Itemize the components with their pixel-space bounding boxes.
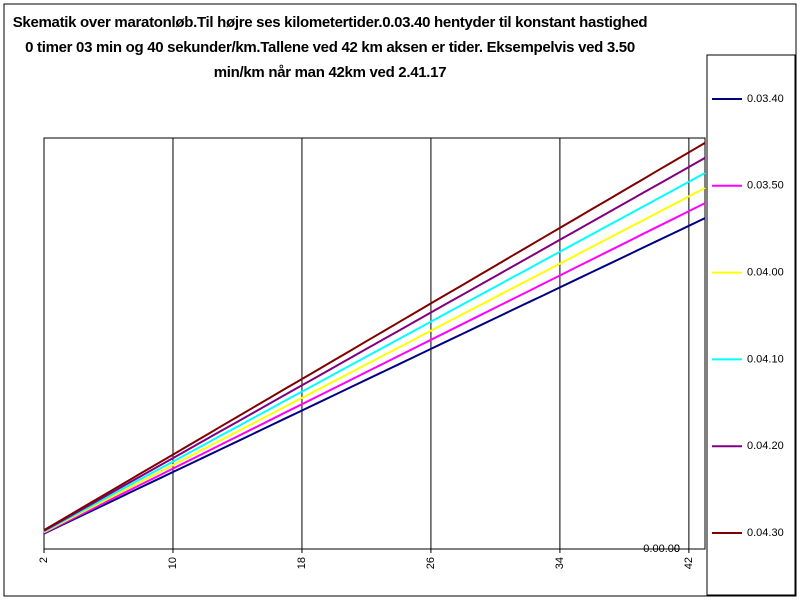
x-tick-label: 26 bbox=[425, 557, 437, 569]
data-line bbox=[43, 172, 706, 533]
x-tick-label: 10 bbox=[167, 557, 179, 569]
x-tick-label: 2 bbox=[38, 557, 50, 563]
data-line bbox=[43, 217, 706, 535]
legend-label: 0.04.00 bbox=[747, 267, 784, 279]
data-line bbox=[43, 142, 706, 531]
y-tick-label: 0.00.00 bbox=[643, 543, 680, 555]
legend-label: 0.04.20 bbox=[747, 440, 784, 452]
legend-label: 0.03.50 bbox=[747, 180, 784, 192]
legend-label: 0.04.30 bbox=[747, 527, 784, 539]
x-tick-label: 34 bbox=[554, 557, 566, 569]
data-line bbox=[43, 157, 706, 532]
data-line bbox=[43, 202, 706, 534]
chart-title: Skematik over maratonløb.Til højre ses k… bbox=[12, 14, 648, 81]
x-tick-label: 42 bbox=[683, 557, 695, 569]
x-tick-label: 18 bbox=[296, 557, 308, 569]
legend-box bbox=[706, 54, 796, 596]
legend-label: 0.04.10 bbox=[747, 353, 784, 365]
legend-label: 0.03.40 bbox=[747, 93, 784, 105]
data-line bbox=[43, 187, 706, 534]
chart-border bbox=[3, 3, 797, 597]
